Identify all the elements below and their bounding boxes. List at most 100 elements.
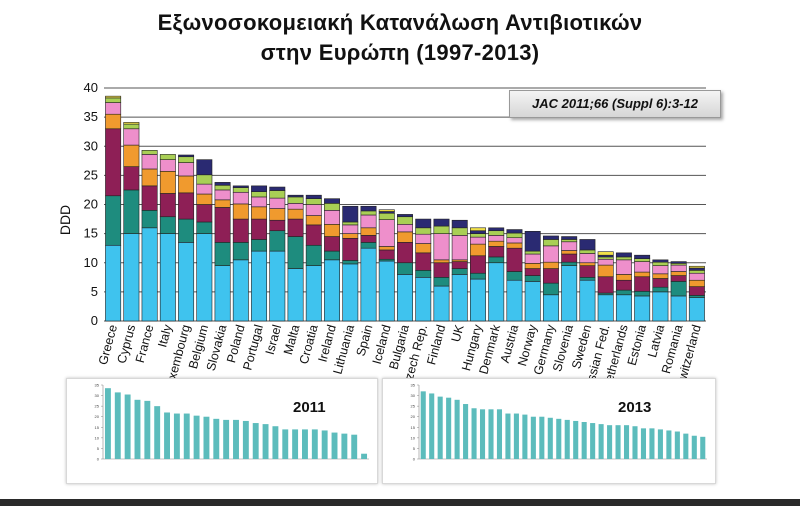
bar-segment: [597, 258, 614, 266]
y-axis-label: DDD: [57, 204, 74, 236]
bar-segment: [433, 225, 450, 234]
bar-segment: [269, 197, 286, 209]
bar-segment: [287, 196, 304, 204]
bar-segment: [123, 122, 140, 125]
bar-segment: [251, 191, 268, 198]
bar-segment: [488, 230, 505, 236]
bar-segment: [324, 203, 340, 211]
mini-bar: [114, 392, 121, 459]
bar-segment: [178, 175, 195, 194]
bar-segment: [524, 263, 541, 269]
mini-bar: [513, 413, 519, 459]
mini-bar: [203, 416, 210, 459]
bar-segment: [360, 242, 377, 249]
bar-segment: [670, 261, 687, 264]
bar-segment: [141, 227, 158, 322]
bar-segment: [615, 289, 632, 296]
bar-segment: [433, 259, 450, 264]
bar-segment: [360, 210, 377, 216]
mini-bar: [223, 419, 230, 459]
bar-segment: [342, 233, 359, 239]
bar-segment: [688, 270, 705, 274]
bar-segment: [561, 253, 578, 263]
bar-segment: [488, 246, 505, 258]
bar-segment: [105, 128, 122, 197]
bar-segment: [433, 218, 450, 227]
bar-segment: [415, 227, 432, 235]
stacked-bar-chart: 0510152025303540GreeceCyprusFranceItalyL…: [84, 80, 706, 380]
mini-bar: [437, 396, 443, 459]
bar-segment: [415, 243, 432, 254]
bar-segment: [506, 237, 523, 244]
bar-segment: [524, 230, 541, 252]
bar-segment: [415, 233, 432, 244]
bar-segment: [415, 252, 432, 271]
mini-bar: [479, 409, 486, 459]
mini-bar: [488, 409, 494, 459]
mini-bar: [144, 400, 151, 459]
mini-y-tick-label: 25: [411, 404, 416, 409]
mini-bar: [505, 413, 511, 459]
bar-segment: [378, 249, 395, 260]
bar-segment: [470, 230, 486, 234]
bar-segment: [597, 294, 614, 322]
mini-bar: [539, 416, 545, 459]
bar-segment: [287, 268, 304, 322]
bar-segment: [178, 156, 195, 163]
mini-bar: [173, 413, 180, 459]
bar-segment: [397, 216, 413, 225]
mini-bar: [496, 409, 503, 459]
bar-segment: [123, 233, 140, 322]
mini-bar: [446, 397, 452, 459]
mini-bar: [302, 429, 308, 459]
mini-bar: [522, 414, 528, 459]
bar-segment: [232, 259, 249, 322]
bar-segment: [360, 247, 377, 322]
bar-segment: [415, 218, 432, 229]
mini-bar: [463, 404, 469, 459]
mini-bar: [193, 415, 200, 459]
mini-bar: [674, 431, 680, 459]
bar-segment: [670, 264, 687, 272]
mini-bar: [666, 430, 672, 459]
mini-y-tick-label: 10: [411, 435, 416, 440]
mini-bar: [623, 425, 630, 459]
bar-segment: [232, 218, 249, 243]
bar-segment: [470, 255, 486, 274]
mini-bar: [321, 430, 328, 459]
bar-segment: [451, 219, 468, 229]
mini-bar: [282, 429, 289, 459]
bar-segment: [305, 194, 322, 199]
bar-segment: [506, 229, 523, 234]
bar-segment: [397, 274, 413, 322]
bar-segment: [141, 210, 158, 229]
bar-segment: [415, 277, 432, 322]
bar-segment: [269, 208, 286, 221]
mini-bar: [590, 423, 596, 459]
bar-segment: [579, 262, 596, 266]
mini-bar: [649, 428, 655, 459]
bar-segment: [561, 236, 578, 240]
bar-segment: [360, 214, 377, 229]
bar-segment: [105, 97, 122, 103]
bar-segment: [378, 209, 395, 212]
mini-y-tick-label: 35: [95, 383, 100, 388]
mini-y-tick-label: 5: [97, 446, 100, 451]
bar-segment: [251, 250, 268, 322]
bar-segment: [123, 144, 140, 167]
mini-bar: [242, 420, 249, 459]
bar-segment: [141, 168, 158, 187]
mini-y-tick-label: 30: [95, 393, 100, 398]
bar-segment: [287, 218, 304, 237]
bar-segment: [451, 235, 468, 261]
mini-bar: [361, 453, 368, 459]
bar-segment: [123, 166, 140, 191]
bar-segment: [524, 281, 541, 322]
bar-segment: [397, 224, 413, 233]
y-tick-label: 10: [84, 255, 98, 270]
bar-segment: [433, 262, 450, 278]
bar-segment: [159, 159, 176, 172]
bar-segment: [105, 102, 122, 115]
bar-segment: [561, 239, 578, 243]
mini-bar: [262, 424, 269, 459]
